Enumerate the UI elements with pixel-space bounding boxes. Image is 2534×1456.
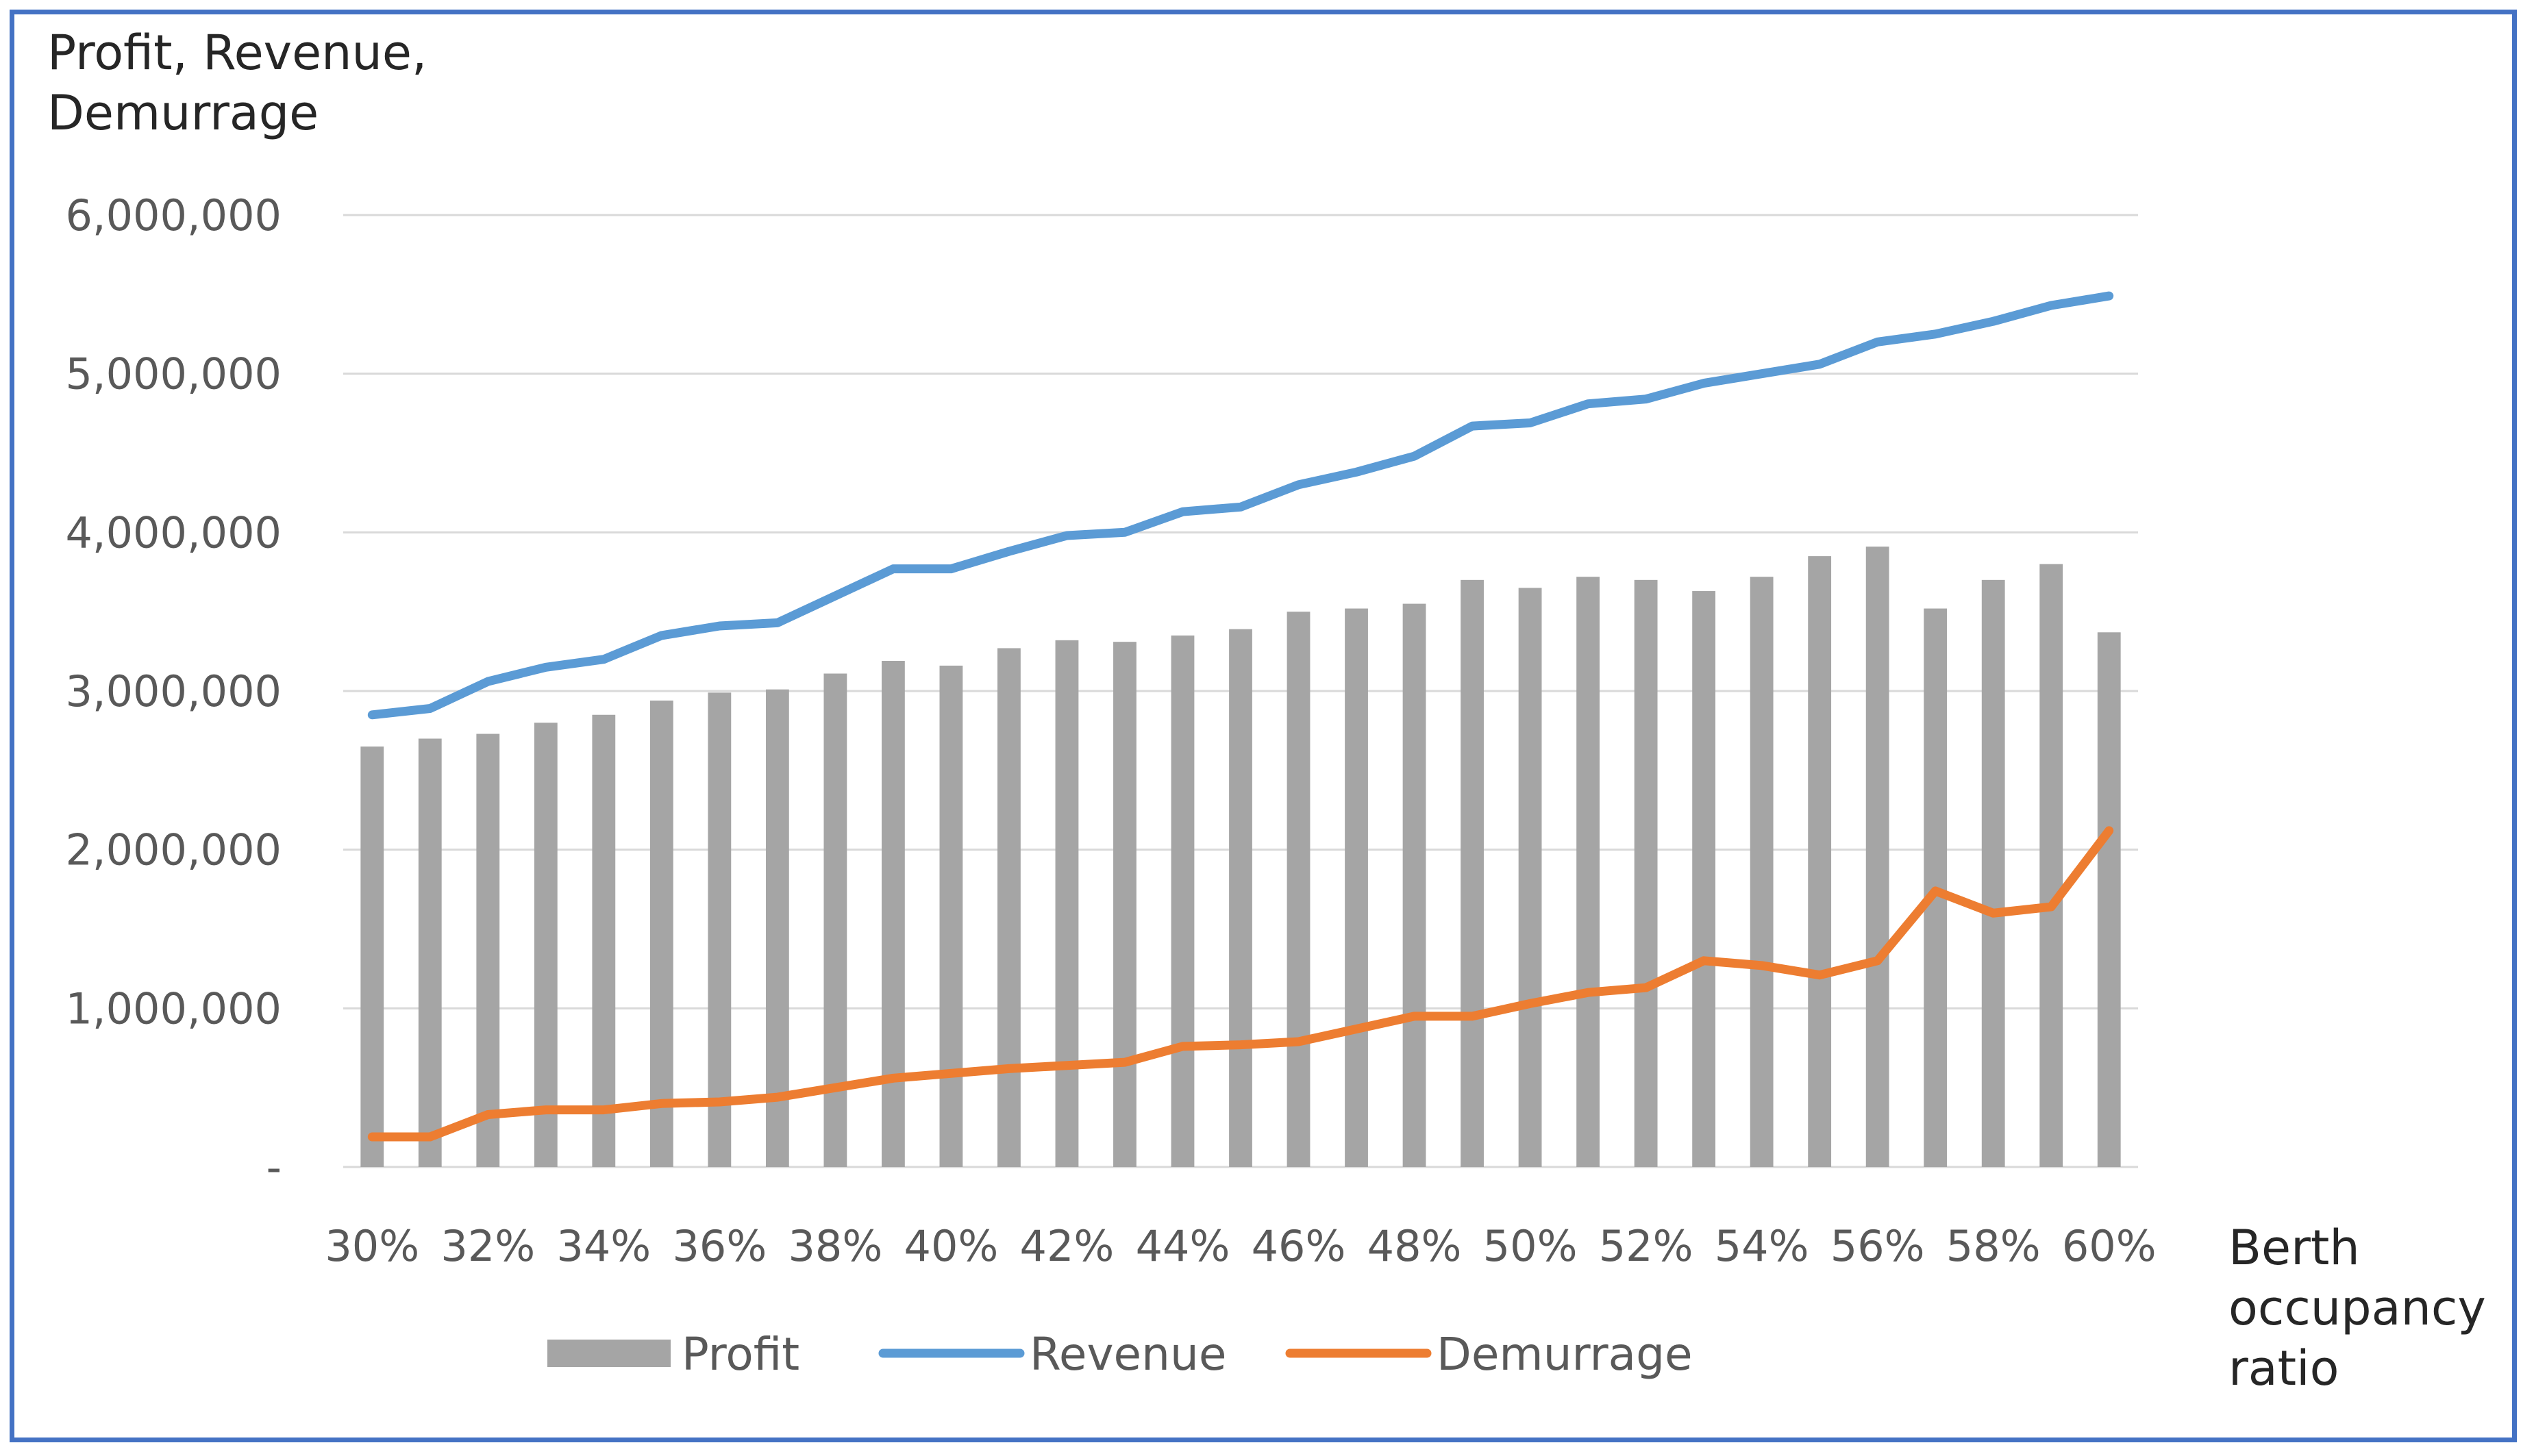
profit-bar	[997, 648, 1021, 1167]
profit-bar	[1171, 635, 1195, 1167]
x-tick-label: 40%	[904, 1221, 999, 1271]
profit-bar	[1576, 577, 1600, 1167]
x-tick-label: 48%	[1367, 1221, 1462, 1271]
profit-bar	[1750, 577, 1774, 1167]
profit-bar	[939, 665, 963, 1167]
series-lines	[367, 291, 2114, 1142]
x-tick-label: 32%	[440, 1221, 535, 1271]
profit-bar	[1808, 556, 1832, 1167]
profit-bar	[1402, 603, 1426, 1167]
profit-bar	[765, 689, 789, 1167]
profit-bar	[1634, 579, 1658, 1167]
profit-bar	[1865, 547, 1889, 1167]
legend: Profit Revenue Demurrage	[547, 1328, 1693, 1381]
x-tick-label: 42%	[1020, 1221, 1115, 1271]
profit-bar	[418, 738, 442, 1167]
profit-bar	[1287, 612, 1311, 1167]
y-tick-label: 4,000,000	[65, 507, 282, 557]
y-tick-label: 3,000,000	[65, 666, 282, 716]
profit-bar	[1518, 588, 1542, 1167]
profit-bar	[2039, 564, 2063, 1167]
chart-svg: Profit, Revenue,Demurrage Berthoccupancy…	[47, 25, 2486, 1396]
demurrage-line	[367, 826, 2114, 1142]
revenue-line	[367, 291, 2114, 720]
profit-bar	[649, 700, 673, 1167]
x-tick-label: 50%	[1483, 1221, 1578, 1271]
x-axis-title-line: ratio	[2228, 1340, 2339, 1396]
profit-bar	[708, 692, 732, 1167]
x-tick-label: 54%	[1715, 1221, 1809, 1271]
x-axis-title-line: Berth	[2228, 1220, 2360, 1276]
x-axis-ticks: 30% 32% 34% 36% 38% 40% 42% 44% 46% 48% 50% 52% 54% 5…	[325, 1221, 2156, 1271]
y-axis-title-line: Profit, Revenue,	[47, 25, 427, 81]
profit-bar	[476, 733, 500, 1167]
x-tick-label: 34%	[556, 1221, 651, 1271]
chart-frame: Profit, Revenue, Demurrage Berth occupancy…	[10, 10, 2517, 1442]
x-tick-label: 46%	[1252, 1221, 1346, 1271]
legend-label-revenue: Revenue	[1030, 1328, 1226, 1381]
x-tick-label: 30%	[325, 1221, 419, 1271]
profit-bar	[1055, 640, 1079, 1167]
legend-label-demurrage: Demurrage	[1437, 1328, 1693, 1381]
y-axis-ticks: - 1,000,000 2,000,000 3,000,000 4,000,000 5,0…	[65, 190, 282, 1192]
profit-bar	[1345, 608, 1368, 1167]
y-tick-label: 5,000,000	[65, 349, 282, 399]
x-tick-label: 60%	[2062, 1221, 2157, 1271]
y-axis-title: Profit, Revenue,Demurrage	[47, 25, 427, 141]
x-tick-label: 44%	[1136, 1221, 1230, 1271]
profit-bar	[1113, 642, 1136, 1167]
profit-bar	[1461, 579, 1484, 1167]
y-tick-label: 2,000,000	[65, 825, 282, 875]
x-tick-label: 52%	[1599, 1221, 1693, 1271]
profit-bar	[1692, 591, 1716, 1167]
x-tick-label: 58%	[1946, 1221, 2041, 1271]
y-tick-label: 1,000,000	[65, 983, 282, 1033]
y-tick-label: 6,000,000	[65, 190, 282, 240]
x-tick-label: 36%	[672, 1221, 767, 1271]
legend-swatch-profit	[547, 1340, 671, 1367]
profit-bar	[882, 660, 905, 1167]
x-tick-label: 38%	[788, 1221, 882, 1271]
x-tick-label: 56%	[1830, 1221, 1925, 1271]
profit-bar	[534, 723, 558, 1167]
y-tick-label: -	[266, 1142, 282, 1192]
profit-bar	[360, 746, 384, 1167]
y-axis-title-line: Demurrage	[47, 85, 319, 141]
profit-bars	[360, 547, 2121, 1167]
profit-bar	[2097, 632, 2121, 1167]
x-axis-title-line: occupancy	[2228, 1280, 2486, 1336]
legend-label-profit: Profit	[682, 1328, 799, 1381]
profit-bar	[592, 714, 616, 1167]
profit-bar	[1981, 579, 2005, 1167]
profit-bar	[1229, 629, 1252, 1167]
